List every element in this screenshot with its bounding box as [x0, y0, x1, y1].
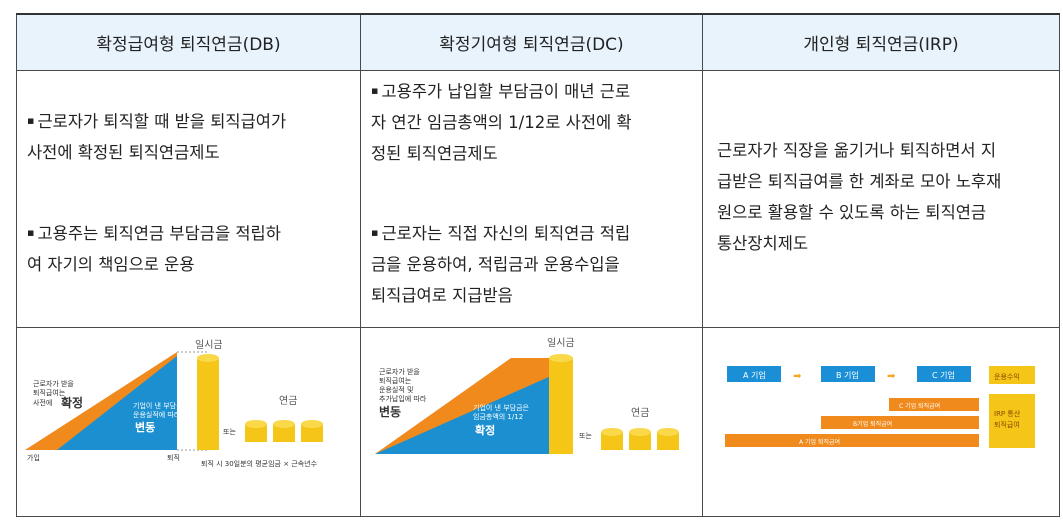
dc-mid-note-2: 임금총액의 1/12: [473, 412, 523, 421]
dc-bullet-1-line-3: 정된 퇴직연금제도: [371, 144, 498, 163]
header-irp: 개인형 퇴직연금(IRP): [702, 13, 1060, 71]
db-coin-1: [245, 424, 267, 442]
dc-bullet-2-line-3: 퇴직급여로 지급받음: [371, 286, 513, 305]
header-row: 확정급여형 퇴직연금(DB) 확정기여형 퇴직연금(DC) 개인형 퇴직연금(I…: [16, 13, 1060, 71]
dc-coin-1: [601, 432, 623, 450]
db-bullet-2-line-1: 고용주는 퇴직연금 부담금을 적립하: [37, 224, 281, 243]
db-mid-note-1: 기업이 낸 부담금은: [133, 401, 190, 410]
db-diagram-cell: 일시금 근로자가 받을 퇴직급여는 사전에 확정 기업이 낸 부담금은 운용실적…: [16, 327, 361, 517]
db-mid-big: 변동: [135, 420, 155, 434]
irp-line-1: 근로자가 직장을 옮기거나 퇴직하면서 지: [717, 141, 997, 160]
db-lump-sum-label: 일시금: [195, 339, 223, 351]
dc-or-label: 또는: [579, 432, 592, 440]
db-bullet-1-line-1: 근로자가 퇴직할 때 받을 퇴직급여가: [37, 112, 287, 131]
pension-comparison-table: 확정급여형 퇴직연금(DB) 확정기여형 퇴직연금(DC) 개인형 퇴직연금(I…: [16, 13, 1060, 517]
irp-line-3: 원으로 활용할 수 있도록 하는 퇴직연금: [717, 203, 987, 222]
dc-left-big: 변동: [379, 404, 401, 419]
db-bullet-1-line-2: 사전에 확정된 퇴직연금제도: [27, 143, 220, 162]
irp-bar-a: [725, 434, 979, 447]
diagram-row: 일시금 근로자가 받을 퇴직급여는 사전에 확정 기업이 낸 부담금은 운용실적…: [16, 327, 1060, 517]
irp-diagram-cell: A 기업 ➡ B 기업 ➡ C 기업 C 기업 퇴직급여 B기업 퇴직급여 A …: [702, 327, 1060, 517]
dc-description-cell: ▪ 고용주가 납입할 부담금이 매년 근로 자 연간 임금총액의 1/12로 사전…: [360, 70, 703, 328]
irp-firm-c: [917, 366, 971, 382]
db-left-big: 확정: [61, 395, 83, 410]
dc-mid-note-1: 기업이 낸 부담금은: [473, 403, 530, 412]
dc-left-note-1: 근로자가 받을: [379, 367, 420, 376]
db-pension-label: 연금: [279, 395, 297, 407]
db-or-label: 또는: [223, 428, 236, 436]
dc-lump-sum-label: 일시금: [547, 337, 575, 349]
dc-diagram-cell: 일시금 근로자가 받을 퇴직급여는 운용실적 및 추가납입에 따라 변동 기업이…: [360, 327, 703, 517]
irp-line-2: 급받은 퇴직급여를 한 계좌로 모아 노후재: [717, 172, 1002, 191]
dc-mid-big: 확정: [475, 423, 495, 437]
bullet-marker: ▪: [371, 84, 379, 97]
dc-coin-2: [629, 432, 651, 450]
dc-bullet-1-line-2: 자 연간 임금총액의 1/12로 사전에 확: [371, 113, 632, 132]
db-x-start: 가입: [27, 453, 40, 462]
irp-description-cell: 근로자가 직장을 옮기거나 퇴직하면서 지 급받은 퇴직급여를 한 계좌로 모아…: [702, 70, 1060, 328]
dc-lump-sum-bar: [549, 358, 573, 454]
arrow-icon: ➡: [887, 371, 896, 382]
header-dc: 확정기여형 퇴직연금(DC): [360, 13, 703, 71]
irp-firm-a: [727, 366, 781, 382]
dc-coin-3: [657, 432, 679, 450]
db-left-note-1: 근로자가 받을: [33, 379, 74, 388]
irp-total-label-2: 퇴직급여: [994, 420, 1020, 429]
dc-left-note-2: 퇴직급여는: [379, 376, 412, 385]
db-formula: 퇴직 시 30일분의 평균임금 × 근속년수: [201, 459, 318, 468]
irp-bar-b: [821, 416, 979, 429]
irp-bar-c: [889, 398, 979, 411]
description-row: ▪ 근로자가 퇴직할 때 받을 퇴직급여가 사전에 확정된 퇴직연금제도 ▪ 고용주…: [16, 70, 1060, 328]
dc-blue-area: [375, 376, 551, 454]
header-db: 확정급여형 퇴직연금(DB): [16, 13, 361, 71]
irp-firm-a-label: A 기업: [743, 371, 766, 380]
bullet-marker: ▪: [371, 226, 379, 239]
db-lump-sum-bar: [197, 358, 219, 450]
dc-bullet-2-line-2: 금을 운용하여, 적립금과 운용수입을: [371, 255, 620, 274]
dc-bullet-1: ▪ 고용주가 납입할 부담금이 매년 근로 자 연간 임금총액의 1/12로 사전…: [371, 75, 632, 169]
db-coin-3: [301, 424, 323, 442]
irp-bar-a-label: A 기업 퇴직급여: [799, 438, 840, 446]
dc-diagram: 일시금 근로자가 받을 퇴직급여는 운용실적 및 추가납입에 따라 변동 기업이…: [375, 337, 679, 454]
irp-bar-c-label: C 기업 퇴직급여: [899, 402, 940, 410]
db-left-note-2: 퇴직급여는: [33, 388, 66, 397]
irp-return-box: [989, 366, 1035, 384]
db-coin-2: [273, 424, 295, 442]
irp-return-label: 운용수익: [994, 373, 1020, 381]
irp-diagram: A 기업 ➡ B 기업 ➡ C 기업 C 기업 퇴직급여 B기업 퇴직급여 A …: [725, 366, 1035, 448]
dc-pension-label: 연금: [631, 407, 649, 419]
bullet-marker: ▪: [27, 114, 35, 127]
irp-bar-b-label: B기업 퇴직급여: [853, 420, 892, 428]
irp-paragraph: 근로자가 직장을 옮기거나 퇴직하면서 지 급받은 퇴직급여를 한 계좌로 모아…: [717, 135, 1001, 259]
db-bullet-1: ▪ 근로자가 퇴직할 때 받을 퇴직급여가 사전에 확정된 퇴직연금제도: [27, 105, 286, 168]
dc-bullet-1-line-1: 고용주가 납입할 부담금이 매년 근로: [381, 82, 631, 101]
db-x-end: 퇴직: [167, 453, 180, 462]
db-mid-note-2: 운용실적에 따라: [133, 410, 181, 419]
db-left-note-3: 사전에: [33, 398, 52, 407]
db-bullet-2-line-2: 여 자기의 책임으로 운용: [27, 255, 195, 274]
dc-bullet-2: ▪ 근로자는 직접 자신의 퇴직연금 적립 금을 운용하여, 적립금과 운용수입을…: [371, 217, 630, 311]
irp-total-box: [989, 394, 1035, 448]
dc-left-note-4: 추가납입에 따라: [379, 394, 427, 403]
irp-total-label-1: IRP 통산: [994, 409, 1021, 418]
db-description-cell: ▪ 근로자가 퇴직할 때 받을 퇴직급여가 사전에 확정된 퇴직연금제도 ▪ 고용주…: [16, 70, 361, 328]
irp-line-4: 통산장치제도: [717, 234, 809, 253]
arrow-icon: ➡: [793, 371, 802, 382]
bullet-marker: ▪: [27, 226, 35, 239]
db-diagram: 일시금 근로자가 받을 퇴직급여는 사전에 확정 기업이 낸 부담금은 운용실적…: [25, 339, 323, 468]
irp-firm-b: [821, 366, 875, 382]
db-bullet-2: ▪ 고용주는 퇴직연금 부담금을 적립하 여 자기의 책임으로 운용: [27, 217, 281, 280]
db-blue-area: [57, 356, 177, 450]
irp-firm-c-label: C 기업: [932, 371, 955, 380]
irp-firm-b-label: B 기업: [836, 371, 859, 380]
dc-left-note-3: 운용실적 및: [379, 385, 413, 394]
dc-bullet-2-line-1: 근로자는 직접 자신의 퇴직연금 적립: [381, 224, 631, 243]
